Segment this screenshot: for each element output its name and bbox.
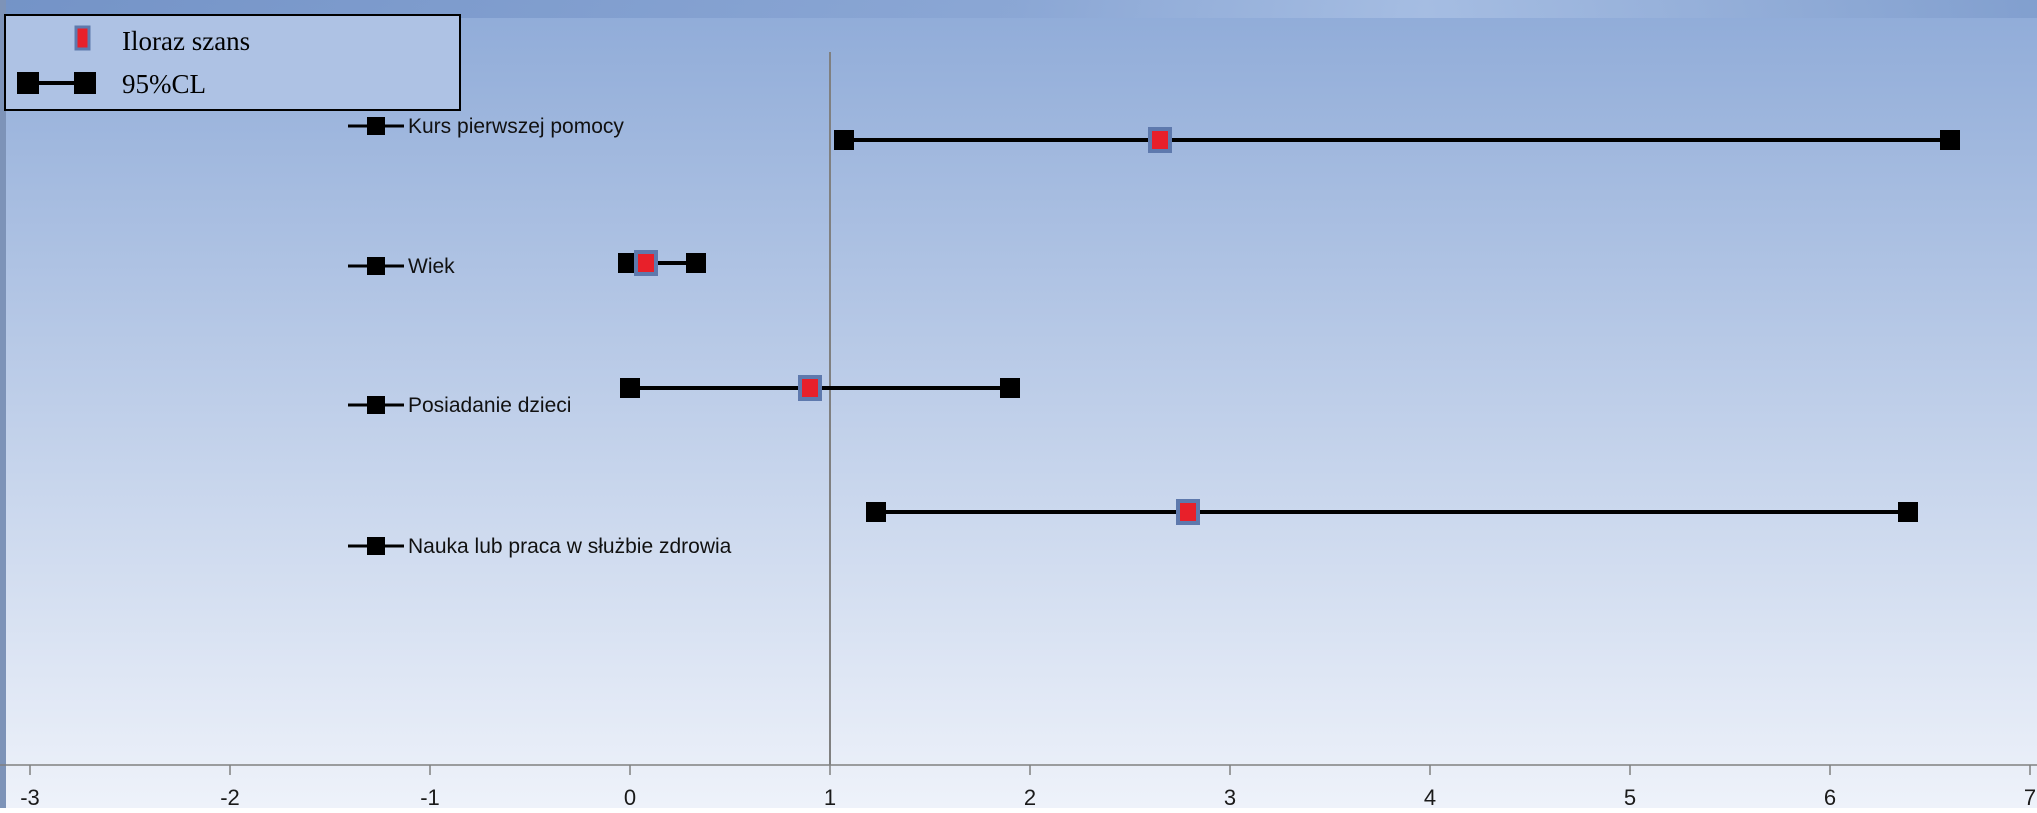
forest-row: Wiek	[348, 250, 706, 278]
ci-high-marker	[1940, 130, 1960, 150]
row-label-marker	[367, 537, 385, 555]
x-tick-label: 0	[624, 785, 636, 808]
ci-high-marker	[1898, 502, 1918, 522]
x-tick-label: 3	[1224, 785, 1236, 808]
row-label: Posiadanie dzieci	[408, 394, 571, 417]
ci-high-marker	[686, 253, 706, 273]
ci-low-marker	[618, 253, 638, 273]
x-tick-label: 2	[1024, 785, 1036, 808]
ci-low-marker	[620, 378, 640, 398]
odds-ratio-point	[634, 250, 658, 276]
forest-row: Nauka lub praca w służbie zdrowia	[348, 499, 1918, 558]
x-axis: -3 -2 -1 0 1 2 3 4 5 6 7	[0, 764, 2037, 810]
forest-row: Posiadanie dzieci	[348, 375, 1020, 417]
top-band	[0, 0, 2037, 18]
ci-high-marker	[1000, 378, 1020, 398]
odds-ratio-point	[798, 375, 822, 401]
x-tick-label: -2	[220, 785, 240, 808]
forest-row: Kurs pierwszej pomocy	[348, 115, 1960, 153]
x-tick-label: -3	[20, 785, 40, 808]
x-tick-label: 1	[824, 785, 836, 808]
row-label: Wiek	[408, 255, 455, 278]
row-label-marker	[367, 257, 385, 275]
legend-ci-marker-left	[17, 72, 39, 94]
row-label-marker	[367, 117, 385, 135]
ci-low-marker	[834, 130, 854, 150]
x-tick-label: 4	[1424, 785, 1436, 808]
x-tick-label: 7	[2024, 785, 2036, 808]
odds-ratio-point	[1148, 127, 1172, 153]
legend-ci-marker-right	[74, 72, 96, 94]
legend-odds-ratio-marker	[74, 25, 91, 51]
row-label-marker	[367, 396, 385, 414]
legend-ci-label: 95%CL	[122, 69, 206, 99]
legend: Iloraz szans 95%CL	[4, 14, 461, 111]
x-tick-label: 6	[1824, 785, 1836, 808]
left-border	[0, 0, 6, 808]
row-label: Nauka lub praca w służbie zdrowia	[408, 535, 732, 558]
ci-low-marker	[866, 502, 886, 522]
legend-odds-ratio-label: Iloraz szans	[122, 26, 250, 56]
odds-ratio-point	[1176, 499, 1200, 525]
series-group: Kurs pierwszej pomocy Wiek Posiadanie dzie…	[348, 115, 1960, 558]
x-tick-label: -1	[420, 785, 440, 808]
row-label: Kurs pierwszej pomocy	[408, 115, 624, 138]
x-tick-label: 5	[1624, 785, 1636, 808]
